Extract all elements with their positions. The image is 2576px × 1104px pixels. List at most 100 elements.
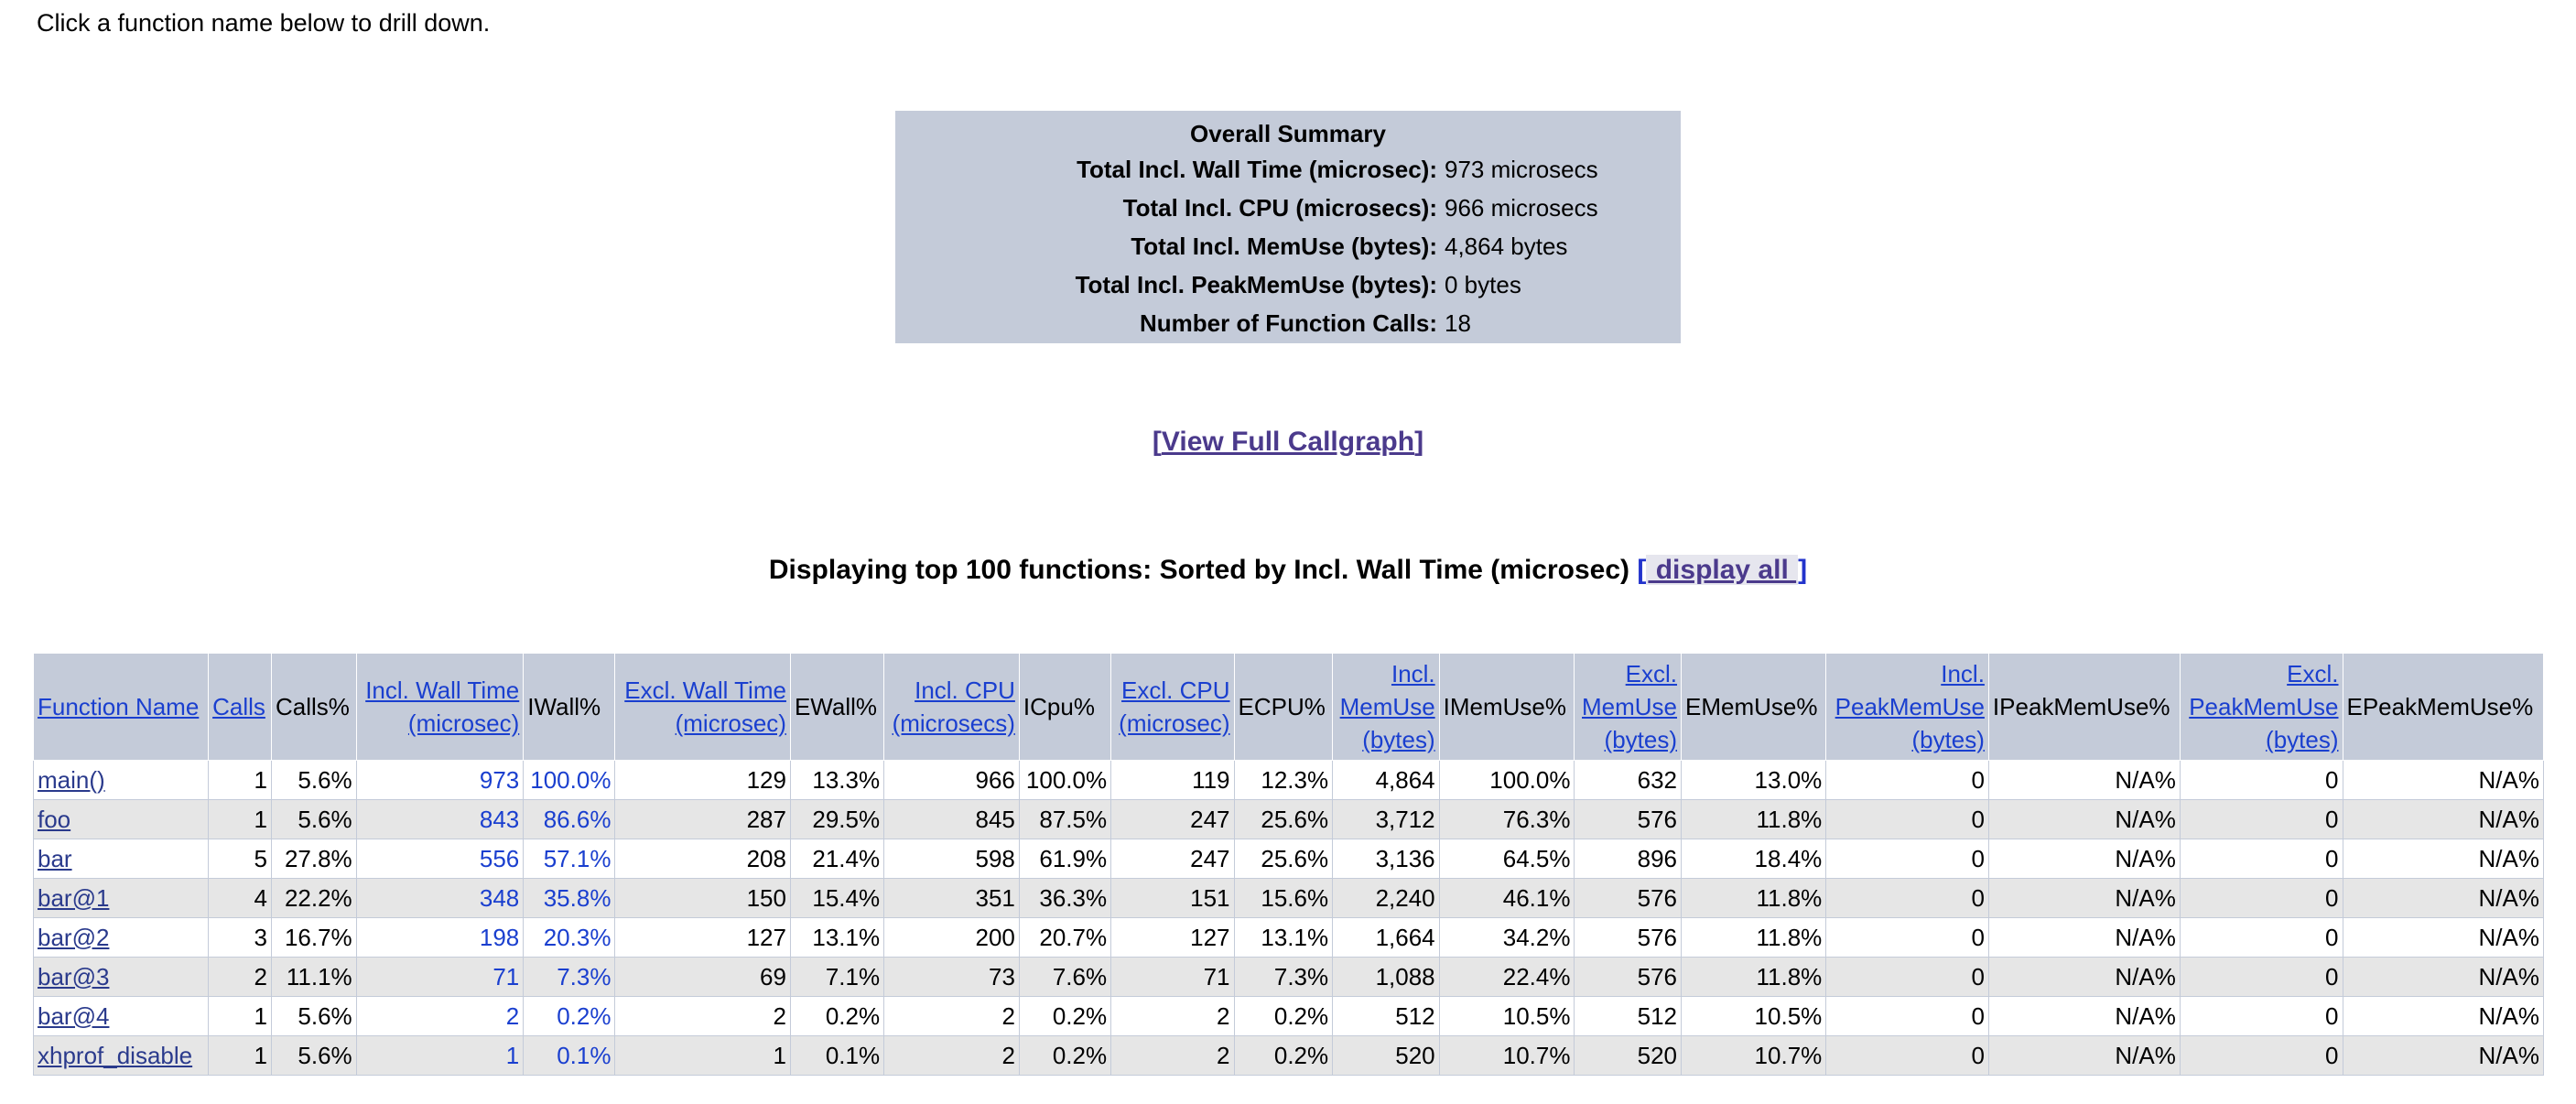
table-cell: 3,136 (1332, 839, 1440, 879)
column-header[interactable]: Excl. CPU (microsec) (1110, 653, 1235, 761)
table-cell: 11.8% (1681, 957, 1827, 997)
sort-column-link[interactable]: Incl. Wall Time (microsec) (365, 676, 519, 737)
callgraph-open-bracket: [ (1152, 427, 1162, 457)
column-header[interactable]: Function Name (32, 653, 210, 761)
function-name-link[interactable]: bar@3 (38, 962, 110, 990)
function-name-link[interactable]: bar@1 (38, 883, 110, 912)
table-cell: 71 (355, 957, 525, 997)
column-header-text: IWall% (527, 693, 601, 720)
column-header-text: (bytes) (1604, 726, 1678, 753)
table-cell: 1 (208, 760, 272, 800)
display-heading: Displaying top 100 functions: Sorted by … (0, 555, 2576, 586)
sort-column-link[interactable]: Calls (212, 693, 265, 720)
function-name-link[interactable]: xhprof_disable (38, 1041, 193, 1069)
function-name-cell[interactable]: bar@3 (32, 957, 210, 997)
column-header-text: (bytes) (1911, 726, 1985, 753)
column-header[interactable]: Excl. PeakMemUse (bytes) (2179, 653, 2343, 761)
table-cell: N/A% (1987, 1035, 2181, 1076)
table-row: foo 1 5.6% 843 86.6% 287 29.5% 845 87.5% 247 25.6%… (32, 799, 2544, 839)
column-header[interactable]: Incl. Wall Time (microsec) (355, 653, 525, 761)
table-row: bar@3 2 11.1% 71 7.3% 69 7.1% 73 7.6% 71 7.3% 1,088… (32, 957, 2544, 997)
drill-down-hint: Click a function name below to drill dow… (37, 9, 491, 37)
sort-column-link[interactable]: Excl. CPU (microsec) (1119, 676, 1229, 737)
table-cell: 13.1% (1233, 917, 1334, 958)
table-row: bar@4 1 5.6% 2 0.2% 2 0.2% 2 0.2% 2 0.2% 512 10.5% 51… (32, 996, 2544, 1036)
column-header-text: IMemUse% (1443, 693, 1567, 720)
function-name-cell[interactable]: bar@4 (32, 996, 210, 1036)
column-header-text: (bytes) (2266, 726, 2339, 753)
table-cell: 512 (1332, 996, 1440, 1036)
table-cell: 5.6% (270, 996, 357, 1036)
table-cell: N/A% (2342, 839, 2544, 879)
table-header-row: Function Name Calls Calls% Incl. Wall Time (… (32, 653, 2544, 761)
table-cell: 18.4% (1681, 839, 1827, 879)
table-cell: 11.8% (1681, 878, 1827, 918)
table-cell: 11.1% (270, 957, 357, 997)
table-cell: 25.6% (1233, 839, 1334, 879)
column-header[interactable]: Excl. Wall Time (microsec) (614, 653, 791, 761)
table-cell: 966 (883, 760, 1020, 800)
column-header-text: Excl. (1625, 660, 1678, 687)
column-header-text: Incl. CPU (915, 676, 1015, 704)
table-cell: 0.2% (523, 996, 616, 1036)
summary-label: Total Incl. CPU (microsecs): (1122, 194, 1437, 222)
table-cell: 2 (883, 996, 1020, 1036)
column-header: EWall% (789, 653, 885, 761)
table-cell: 57.1% (523, 839, 616, 879)
column-header[interactable]: Incl. CPU (microsecs) (883, 653, 1020, 761)
view-full-callgraph-link[interactable]: View Full Callgraph (1161, 427, 1415, 457)
function-name-cell[interactable]: bar@1 (32, 878, 210, 918)
function-name-link[interactable]: bar (38, 844, 72, 872)
table-cell: 100.0% (523, 760, 616, 800)
table-cell: 7.3% (523, 957, 616, 997)
table-cell: 21.4% (789, 839, 885, 879)
function-name-cell[interactable]: bar@2 (32, 917, 210, 958)
table-cell: 7.3% (1233, 957, 1334, 997)
column-header-text: (microsec) (407, 709, 520, 737)
table-cell: 20.7% (1018, 917, 1112, 958)
display-all-link[interactable]: display all (1646, 555, 1799, 585)
table-cell: N/A% (2342, 878, 2544, 918)
sort-column-link[interactable]: Excl. Wall Time (microsec) (624, 676, 786, 737)
table-cell: 0 (1825, 996, 1989, 1036)
sort-column-link[interactable]: Excl. MemUse (bytes) (1582, 660, 1677, 753)
function-table: Function Name Calls Calls% Incl. Wall Time (… (32, 653, 2544, 1076)
column-header[interactable]: Excl. MemUse (bytes) (1574, 653, 1683, 761)
function-name-link[interactable]: foo (38, 805, 71, 833)
sort-column-link[interactable]: Excl. PeakMemUse (bytes) (2189, 660, 2338, 753)
summary-label: Number of Function Calls: (1140, 309, 1437, 337)
sort-column-link[interactable]: Incl. CPU (microsecs) (893, 676, 1015, 737)
table-cell: 1 (208, 996, 272, 1036)
sort-column-link[interactable]: Function Name (38, 693, 199, 720)
table-cell: 208 (614, 839, 791, 879)
column-header: EMemUse% (1681, 653, 1827, 761)
table-cell: 0 (1825, 878, 1989, 918)
function-name-cell[interactable]: xhprof_disable (32, 1035, 210, 1076)
table-cell: 2 (883, 1035, 1020, 1076)
summary-value: 18 (1445, 309, 1471, 337)
column-header: IMemUse% (1438, 653, 1575, 761)
column-header-text: Excl. CPU (1121, 676, 1230, 704)
table-cell: 0.2% (1233, 996, 1334, 1036)
column-header-text: (microsec) (675, 709, 786, 737)
column-header[interactable]: Incl. MemUse (bytes) (1332, 653, 1440, 761)
table-cell: 127 (1110, 917, 1235, 958)
function-name-cell[interactable]: foo (32, 799, 210, 839)
table-cell: 576 (1574, 957, 1683, 997)
table-cell: 15.4% (789, 878, 885, 918)
function-name-link[interactable]: main() (38, 765, 105, 794)
table-cell: 1 (208, 799, 272, 839)
function-name-link[interactable]: bar@2 (38, 923, 110, 951)
sort-column-link[interactable]: Incl. PeakMemUse (bytes) (1835, 660, 1985, 753)
function-name-cell[interactable]: main() (32, 760, 210, 800)
function-name-link[interactable]: bar@4 (38, 1001, 110, 1030)
function-name-cell[interactable]: bar (32, 839, 210, 879)
sort-column-link[interactable]: Incl. MemUse (bytes) (1340, 660, 1435, 753)
column-header[interactable]: Incl. PeakMemUse (bytes) (1825, 653, 1989, 761)
table-cell: 556 (355, 839, 525, 879)
table-cell: 5.6% (270, 760, 357, 800)
table-cell: 2 (614, 996, 791, 1036)
column-header[interactable]: Calls (208, 653, 272, 761)
table-cell: 7.6% (1018, 957, 1112, 997)
table-cell: 520 (1332, 1035, 1440, 1076)
